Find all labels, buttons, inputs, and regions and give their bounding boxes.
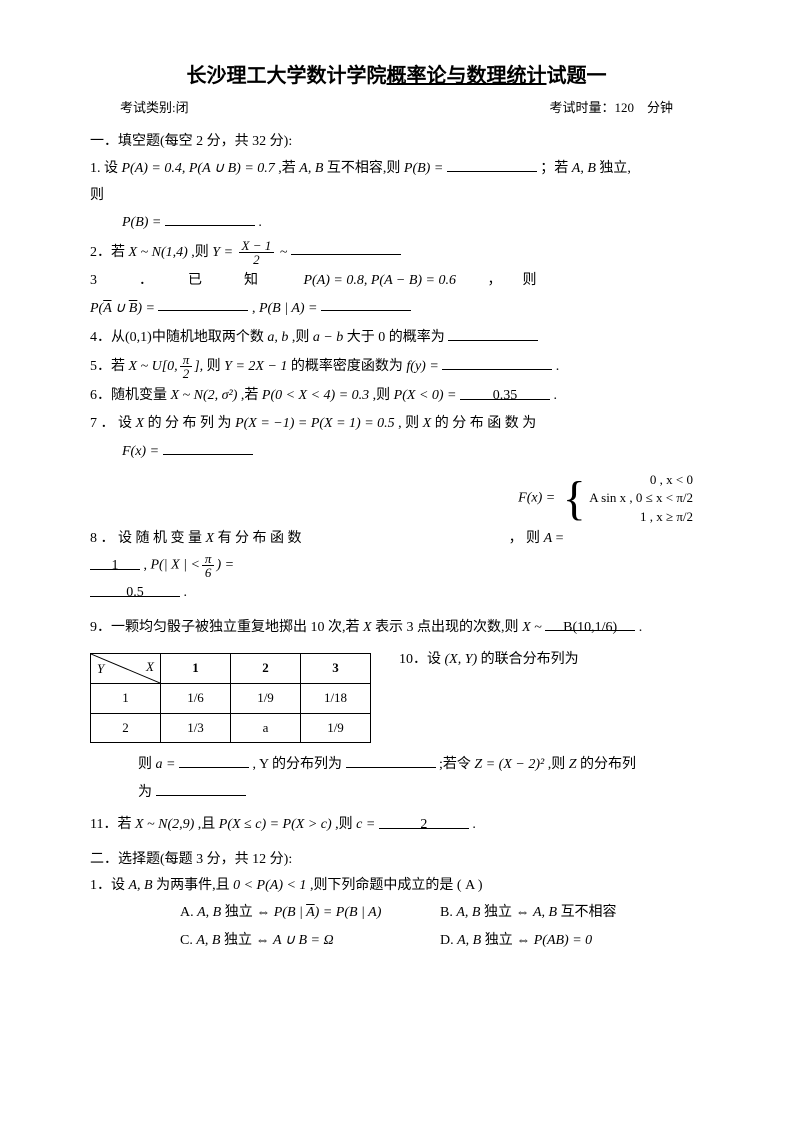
question-7: 7 ． 设 X 的 分 布 列 为 P(X = −1) = P(X = 1) =… (90, 411, 703, 465)
table-row: 1 1/6 1/9 1/18 (91, 684, 371, 714)
exam-meta-row: 考试类别:闭 考试时量：120 分钟 (90, 98, 703, 119)
blank-9[interactable]: B(10,1/6) (545, 615, 635, 632)
joint-distribution-table: X Y 1 2 3 1 1/6 1/9 1/18 2 1/3 a 1/9 (90, 653, 371, 743)
blank-8a[interactable]: 1 (90, 553, 140, 570)
blank-6[interactable]: 0.35 (460, 383, 550, 400)
table-col-1: 1 (161, 654, 231, 684)
exam-time: 考试时量：120 分钟 (549, 98, 673, 119)
table-diag-header: X Y (91, 654, 161, 684)
blank-8b[interactable]: 0.5 (90, 580, 180, 597)
mc-options: A. A, B 独立 ⇔ P(B | A) = P(B | A) B. A, B… (90, 900, 703, 955)
blank-2[interactable] (291, 239, 401, 256)
title-prefix: 长沙理工大学数计学院 (187, 65, 387, 87)
blank-10b[interactable] (346, 751, 436, 768)
blank-1b[interactable] (165, 209, 255, 226)
blank-10c[interactable] (156, 779, 246, 796)
title-course: 概率论与数理统计 (387, 65, 547, 87)
page-title: 长沙理工大学数计学院概率论与数理统计试题一 (90, 60, 703, 92)
option-a[interactable]: A. A, B 独立 ⇔ P(B | A) = P(B | A) (180, 900, 400, 927)
mc-question-1: 1．设 A, B 为两事件,且 0 < P(A) < 1 ,则下列命题中成立的是… (90, 873, 703, 955)
blank-3a[interactable] (158, 295, 248, 312)
option-d[interactable]: D. A, B 独立 ⇔ P(AB) = 0 (440, 928, 660, 955)
option-b[interactable]: B. A, B 独立 ⇔ A, B 互不相容 (440, 900, 660, 927)
blank-11[interactable]: 2 (379, 812, 469, 829)
question-8: F(x) = { 0 , x < 0 A sin x , 0 ≤ x < π/2… (90, 471, 703, 606)
question-9: 9．一颗均匀骰子被独立重复地掷出 10 次,若 X 表示 3 点出现的次数,则 … (90, 615, 703, 642)
question-10: X Y 1 2 3 1 1/6 1/9 1/18 2 1/3 a 1/9 10．… (90, 647, 703, 749)
blank-4[interactable] (448, 324, 538, 341)
table-col-3: 3 (301, 654, 371, 684)
question-11: 11．若 X ~ N(2,9) ,且 P(X ≤ c) = P(X > c) ,… (90, 812, 703, 839)
question-4: 4．从(0,1)中随机地取两个数 a, b ,则 a − b 大于 0 的概率为 (90, 324, 703, 351)
blank-1a[interactable] (447, 155, 537, 172)
exam-type: 考试类别:闭 (120, 98, 189, 119)
title-suffix: 试题一 (547, 65, 607, 87)
piecewise-fx: { 0 , x < 0 A sin x , 0 ≤ x < π/2 1 , x … (563, 471, 693, 526)
blank-7[interactable] (163, 438, 253, 455)
blank-3b[interactable] (321, 295, 411, 312)
q10-intro: 10．设 (X, Y) 的联合分布列为 (399, 647, 579, 674)
blank-5[interactable] (442, 353, 552, 370)
question-5: 5．若 X ~ U[0,π2], 则 Y = 2X − 1 的概率密度函数为 f… (90, 353, 703, 380)
section2-heading: 二．选择题(每题 3 分，共 12 分): (90, 849, 703, 871)
question-3: 3 ． 已 知 P(A) = 0.8, P(A − B) = 0.6 ， 则 P… (90, 268, 703, 322)
blank-10a[interactable] (179, 751, 249, 768)
option-c[interactable]: C. A, B 独立 ⇔ A ∪ B = Ω (180, 928, 400, 955)
exam-page: 长沙理工大学数计学院概率论与数理统计试题一 考试类别:闭 考试时量：120 分钟… (0, 0, 793, 997)
table-row: 2 1/3 a 1/9 (91, 713, 371, 743)
question-10-cont: 则 a = , Y 的分布列为 ;若令 Z = (X − 2)² ,则 Z 的分… (90, 751, 703, 806)
question-6: 6．随机变量 X ~ N(2, σ²) ,若 P(0 < X < 4) = 0.… (90, 383, 703, 410)
question-1: 1. 设 P(A) = 0.4, P(A ∪ B) = 0.7 ,若 A, B … (90, 155, 703, 236)
question-2: 2．若 X ~ N(1,4) ,则 Y = X − 12 ~ (90, 239, 703, 266)
table-col-2: 2 (231, 654, 301, 684)
section1-heading: 一．填空题(每空 2 分，共 32 分): (90, 131, 703, 153)
